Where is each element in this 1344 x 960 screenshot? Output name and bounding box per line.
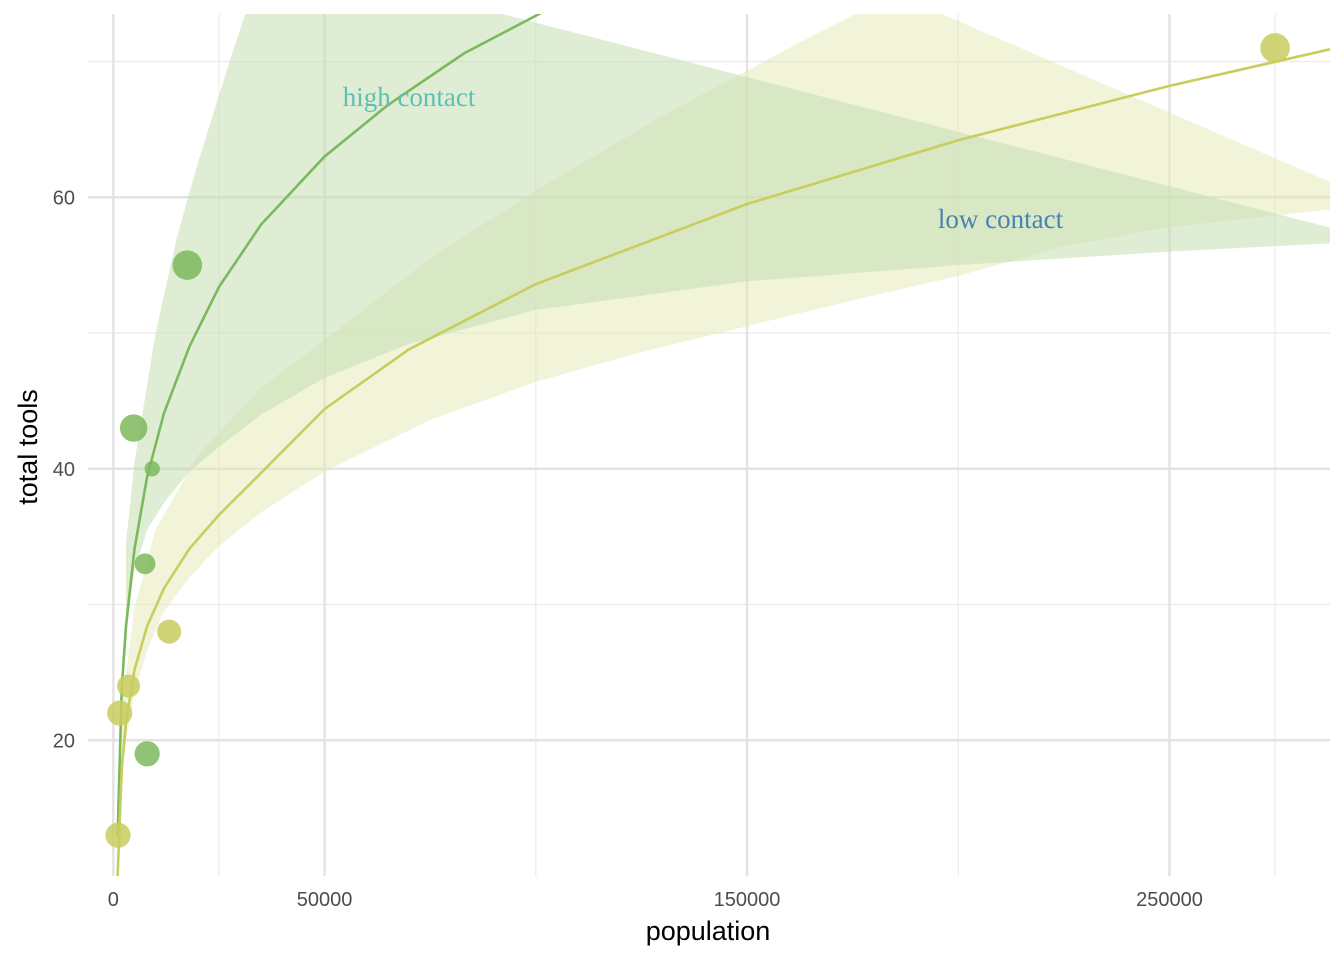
x-tick-label: 50000 (297, 889, 353, 911)
series-labels: high contact low contact (343, 82, 1064, 234)
high-contact-data-point (134, 741, 160, 767)
x-tick-label: 0 (108, 889, 119, 911)
x-tick-label: 150000 (714, 889, 781, 911)
high-contact-data-point (172, 250, 203, 280)
high-contact-data-point (144, 461, 160, 477)
high-contact-data-point (119, 414, 148, 442)
high-contact-fit-line (116, 14, 542, 837)
x-tick-label: 250000 (1136, 889, 1203, 911)
high-contact-confidence-band (126, 14, 1330, 625)
low-contact-data-point (117, 674, 141, 698)
y-tick-label: 40 (53, 459, 75, 481)
data-points (105, 33, 1290, 848)
high-contact-data-point (134, 553, 156, 575)
low-contact-data-point (1260, 33, 1290, 63)
low-contact-data-point (157, 619, 182, 644)
low-contact-data-point (107, 700, 133, 726)
y-axis-title: total tools (13, 389, 43, 505)
tick-labels: 0 50000 150000 250000 20 40 60 (53, 187, 1203, 911)
low-contact-data-point (105, 822, 131, 848)
low-contact-label: low contact (938, 204, 1064, 234)
confidence-bands (121, 14, 1330, 781)
high-contact-label: high contact (343, 82, 476, 112)
y-tick-label: 60 (53, 187, 75, 209)
x-axis-title: population (646, 916, 771, 946)
y-tick-label: 20 (53, 730, 75, 752)
